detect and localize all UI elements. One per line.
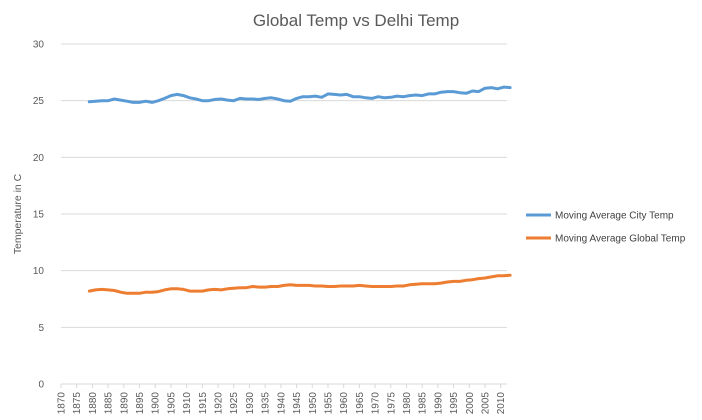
x-tick-label: 1870: [57, 392, 68, 415]
y-tick-label: 15: [33, 210, 45, 221]
series-line-city-temp: [87, 85, 512, 104]
x-tick-label: 1960: [339, 392, 350, 415]
y-tick-label: 5: [38, 323, 44, 334]
y-axis-title: Temperature in C: [12, 173, 24, 254]
y-tick-label: 10: [33, 266, 45, 277]
x-tick-label: 1925: [229, 392, 240, 415]
x-tick-label: 2005: [481, 392, 492, 415]
x-tick-label: 1955: [323, 392, 334, 415]
x-tick-label: 1930: [245, 392, 256, 415]
x-tick-label: 1945: [292, 392, 303, 415]
x-tick-label: 1880: [88, 392, 99, 415]
x-tick-label: 1985: [418, 392, 429, 415]
y-tick-label: 20: [33, 153, 45, 164]
x-tick-label: 1900: [151, 392, 162, 415]
x-tick-label: 1950: [308, 392, 319, 415]
legend-label: Moving Average City Temp: [555, 211, 674, 222]
y-tick-label: 0: [38, 380, 44, 391]
x-tick-label: 1965: [355, 392, 366, 415]
x-tick-label: 1905: [166, 392, 177, 415]
x-tick-label: 1995: [449, 392, 460, 415]
series-group: [87, 85, 512, 295]
x-tick-label: 1910: [182, 392, 193, 415]
x-tick-label: 1895: [135, 392, 146, 415]
x-tick-label: 1920: [214, 392, 225, 415]
x-tick-label: 1970: [371, 392, 382, 415]
y-tick-label: 25: [33, 96, 45, 107]
x-axis-ticks: 1870 1875 1880 1885 1890 1895 1900 1905 1910 1915…: [57, 384, 507, 415]
legend: Moving Average City Temp Moving Average G…: [526, 211, 686, 245]
x-tick-label: 1885: [104, 392, 115, 415]
y-tick-label: 30: [33, 40, 45, 51]
x-tick-label: 1980: [402, 392, 413, 415]
x-tick-label: 1990: [433, 392, 444, 415]
y-axis-ticks: 0 5 10 15 20 25 30: [33, 40, 45, 391]
x-tick-label: 1935: [261, 392, 272, 415]
x-tick-label: 1875: [72, 392, 83, 415]
x-tick-label: 1940: [276, 392, 287, 415]
x-tick-label: 1890: [119, 392, 130, 415]
x-tick-label: 1975: [386, 392, 397, 415]
x-tick-label: 2010: [496, 392, 507, 415]
legend-label: Moving Average Global Temp: [555, 234, 686, 245]
x-tick-label: 1915: [198, 392, 209, 415]
chart-title: Global Temp vs Delhi Temp: [253, 11, 459, 30]
x-tick-label: 2000: [465, 392, 476, 415]
series-line-global-temp: [87, 273, 512, 295]
